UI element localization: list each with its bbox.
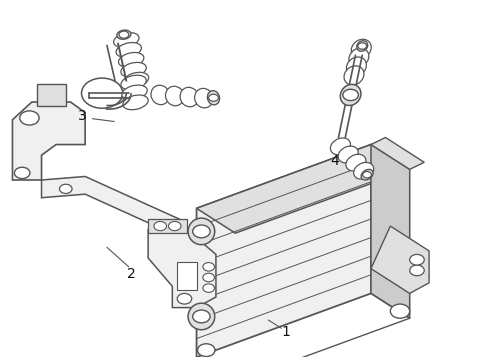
Circle shape [391, 304, 410, 318]
Ellipse shape [340, 84, 361, 105]
Ellipse shape [119, 53, 144, 67]
Ellipse shape [123, 95, 148, 110]
Circle shape [119, 31, 129, 38]
Polygon shape [371, 145, 410, 318]
Ellipse shape [354, 162, 374, 179]
Polygon shape [196, 145, 371, 357]
Polygon shape [371, 138, 424, 169]
Circle shape [203, 262, 215, 271]
Ellipse shape [114, 33, 139, 48]
Ellipse shape [81, 78, 122, 108]
Ellipse shape [121, 62, 146, 77]
Ellipse shape [351, 39, 371, 58]
Circle shape [59, 184, 72, 193]
Polygon shape [371, 226, 429, 293]
Circle shape [203, 284, 215, 292]
Ellipse shape [338, 146, 358, 163]
Text: 4: 4 [330, 153, 339, 167]
Polygon shape [12, 102, 85, 180]
Circle shape [154, 221, 167, 231]
Ellipse shape [349, 48, 369, 67]
Circle shape [193, 225, 210, 238]
Circle shape [20, 111, 39, 125]
Circle shape [169, 221, 181, 231]
Ellipse shape [207, 91, 220, 105]
Ellipse shape [151, 85, 170, 105]
Circle shape [410, 255, 424, 265]
Polygon shape [42, 176, 187, 240]
Circle shape [14, 167, 30, 179]
Ellipse shape [195, 89, 213, 108]
Polygon shape [37, 84, 66, 105]
Ellipse shape [116, 42, 142, 57]
Circle shape [177, 293, 192, 304]
Ellipse shape [180, 87, 198, 107]
Ellipse shape [188, 303, 215, 330]
Ellipse shape [346, 154, 366, 171]
Circle shape [358, 43, 367, 49]
Ellipse shape [121, 75, 146, 90]
Ellipse shape [361, 170, 373, 180]
Polygon shape [196, 145, 410, 233]
Polygon shape [148, 230, 216, 307]
Polygon shape [177, 261, 196, 290]
Ellipse shape [123, 72, 148, 87]
Ellipse shape [166, 86, 184, 106]
Circle shape [363, 171, 371, 178]
Text: 3: 3 [78, 109, 87, 123]
Ellipse shape [330, 138, 350, 155]
Text: 1: 1 [282, 325, 291, 339]
Circle shape [343, 89, 358, 100]
Ellipse shape [188, 218, 215, 245]
Polygon shape [148, 219, 187, 233]
Circle shape [197, 344, 215, 356]
Ellipse shape [346, 57, 367, 76]
Circle shape [193, 310, 210, 323]
Text: 2: 2 [127, 267, 136, 281]
Circle shape [209, 94, 219, 101]
Ellipse shape [122, 85, 147, 100]
Ellipse shape [344, 66, 364, 85]
Ellipse shape [117, 30, 131, 39]
Ellipse shape [357, 41, 368, 51]
Circle shape [410, 265, 424, 276]
Circle shape [203, 273, 215, 282]
